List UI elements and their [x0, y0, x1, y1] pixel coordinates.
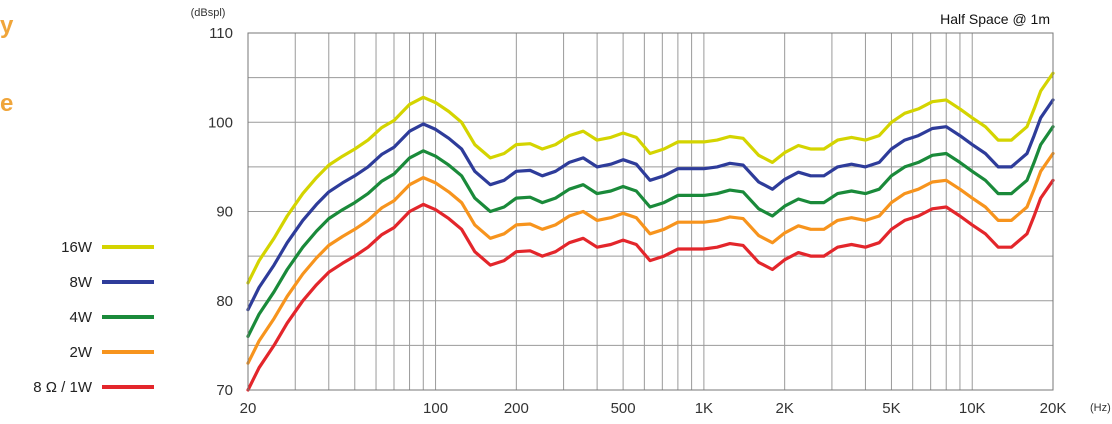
series-line-1: [246, 98, 1055, 312]
series-line-0: [246, 71, 1055, 285]
x-tick-label: 100: [423, 400, 448, 417]
x-tick-label: 20K: [1040, 400, 1067, 417]
legend-label: 8W: [70, 274, 93, 291]
y-tick-labels: 70 80 90 100 110: [208, 25, 233, 399]
x-tick-label: 10K: [959, 400, 986, 417]
y-tick-label: 90: [216, 204, 233, 221]
x-tick-label: 5K: [882, 400, 900, 417]
y-axis-unit: (dBspl): [191, 7, 226, 19]
legend-label: 16W: [61, 239, 93, 256]
x-axis-unit: (Hz): [1090, 402, 1111, 414]
legend-label: 2W: [70, 344, 93, 361]
legend: 16W 8W 4W 2W 8 Ω / 1W: [33, 239, 154, 396]
cropped-side-text-2: e: [0, 90, 14, 117]
legend-label: 4W: [70, 309, 93, 326]
x-tick-label: 500: [611, 400, 636, 417]
x-tick-label: 1K: [695, 400, 713, 417]
series-line-2: [246, 125, 1055, 338]
series-line-3: [246, 151, 1055, 365]
y-tick-label: 100: [208, 114, 233, 131]
y-tick-label: 80: [216, 293, 233, 310]
plot-border: [247, 32, 1054, 391]
y-tick-label: 70: [216, 382, 233, 399]
measurement-note: Half Space @ 1m: [940, 11, 1050, 27]
x-tick-label: 2K: [775, 400, 793, 417]
y-tick-label: 110: [209, 25, 233, 42]
series-lines: [246, 71, 1055, 392]
x-tick-label: 200: [504, 400, 529, 417]
x-tick-labels: 20 100 200 500 1K 2K 5K 10K 20K: [240, 400, 1067, 417]
cropped-side-text-1: y: [0, 12, 14, 39]
legend-label: 8 Ω / 1W: [33, 379, 93, 396]
grid-lines: [248, 33, 1053, 390]
series-line-4: [246, 178, 1055, 392]
x-tick-label: 20: [240, 400, 257, 417]
